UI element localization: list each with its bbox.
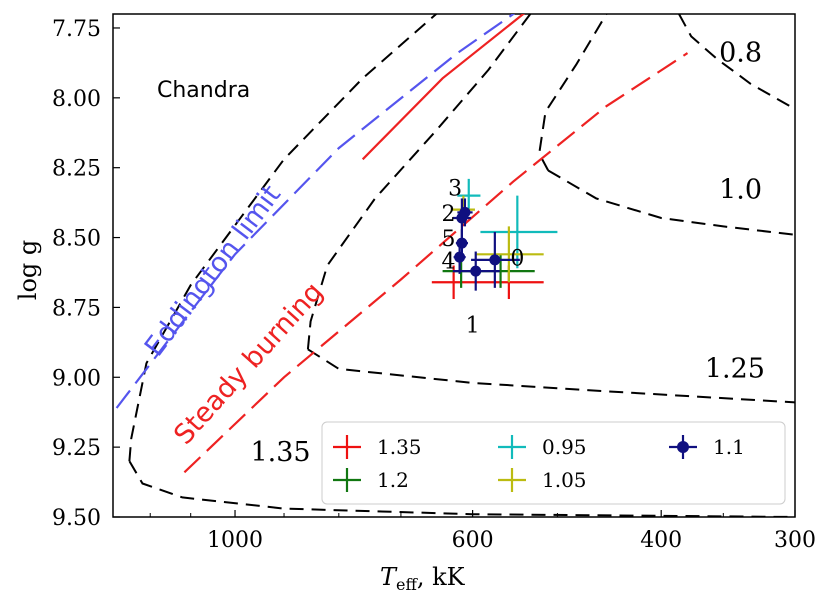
- point-0.95-0: [457, 178, 481, 213]
- x-ticks: 1000 600 400 300: [149, 510, 816, 553]
- marker-1.1-3: [459, 206, 471, 218]
- legend-label-1.35: 1.35: [377, 435, 422, 459]
- ytick-label-9.5: 9.50: [52, 506, 101, 531]
- point-1.05-1: [476, 226, 544, 283]
- legend-entry-0.95: 0.95: [498, 435, 587, 459]
- marker-1.1-4: [454, 251, 466, 263]
- contour-label-1.0: 1.0: [719, 174, 762, 205]
- legend-entry-1.1: 1.1: [669, 435, 745, 459]
- point-label-1: 1: [466, 314, 480, 339]
- ytick-label-9: 9.00: [52, 366, 101, 391]
- contour-1.35-lower: [128, 460, 795, 517]
- contour-0.8: [678, 14, 795, 110]
- line-eddington-limit: [115, 14, 516, 409]
- point-labels: 0 1 23 45: [441, 177, 524, 339]
- point-0.95-1: [480, 195, 558, 269]
- contour-label-0.8: 0.8: [719, 38, 762, 69]
- contour-1.35: [128, 14, 438, 462]
- legend-entry-1.05: 1.05: [498, 468, 587, 492]
- legend-label-0.95: 0.95: [542, 435, 587, 459]
- ytick-label-8: 8.00: [52, 87, 101, 112]
- ytick-label-7.75: 7.75: [52, 17, 101, 42]
- ytick-label-9.25: 9.25: [52, 436, 101, 461]
- contour-label-1.35: 1.35: [250, 437, 310, 468]
- y-axis-label: log g: [14, 240, 42, 300]
- point-1.1-5: [455, 229, 468, 258]
- legend-marker-1.1: [677, 441, 689, 453]
- marker-1.1-5: [456, 237, 468, 249]
- contour-1.0-lower: [547, 169, 795, 236]
- xtick-label-600: 600: [452, 528, 494, 553]
- limit-lines: [115, 14, 689, 474]
- xtick-label-300: 300: [774, 528, 816, 553]
- legend: 1.35 1.2 0.95 1.05 1.1: [321, 421, 786, 505]
- line-steady-burning-upper: [361, 14, 526, 161]
- x-axis-label: Teff, kK: [380, 563, 466, 594]
- xtick-label-1000: 1000: [207, 528, 263, 553]
- marker-1.1-1: [470, 265, 482, 277]
- legend-entry-1.2: 1.2: [333, 468, 409, 492]
- contour-labels: 0.8 1.0 1.25 1.35: [250, 38, 764, 469]
- contour-1.25-lower: [307, 348, 795, 404]
- point-label-2: 2: [441, 202, 455, 227]
- legend-label-1.1: 1.1: [713, 435, 745, 459]
- ytick-label-8.25: 8.25: [52, 157, 101, 182]
- contour-1.0: [538, 14, 608, 171]
- y-ticks: 7.75 8.00 8.25 8.50 8.75 9.00 9.25 9.50: [52, 17, 120, 531]
- point-label-5: 5: [441, 227, 455, 252]
- xtick-label-400: 400: [640, 528, 682, 553]
- legend-box: [321, 421, 786, 505]
- line-steady-burning: [183, 52, 689, 474]
- marker-1.1-0: [489, 254, 501, 266]
- legend-label-1.2: 1.2: [377, 468, 409, 492]
- point-label-4: 4: [441, 249, 455, 274]
- chart-title: Chandra: [157, 78, 250, 103]
- legend-entry-1.35: 1.35: [333, 435, 422, 459]
- point-label-3: 3: [448, 177, 462, 202]
- legend-label-1.05: 1.05: [542, 468, 587, 492]
- plot-frame: [112, 13, 796, 518]
- ytick-label-8.75: 8.75: [52, 296, 101, 321]
- contour-label-1.25: 1.25: [705, 353, 765, 384]
- point-label-0: 0: [510, 247, 524, 272]
- data-points: [431, 178, 558, 300]
- point-1.1-3: [457, 198, 473, 227]
- contour-1.25: [306, 14, 532, 350]
- point-1.1-0: [471, 231, 520, 288]
- ytick-label-8.5: 8.50: [52, 227, 101, 252]
- contour-lines: [128, 14, 795, 517]
